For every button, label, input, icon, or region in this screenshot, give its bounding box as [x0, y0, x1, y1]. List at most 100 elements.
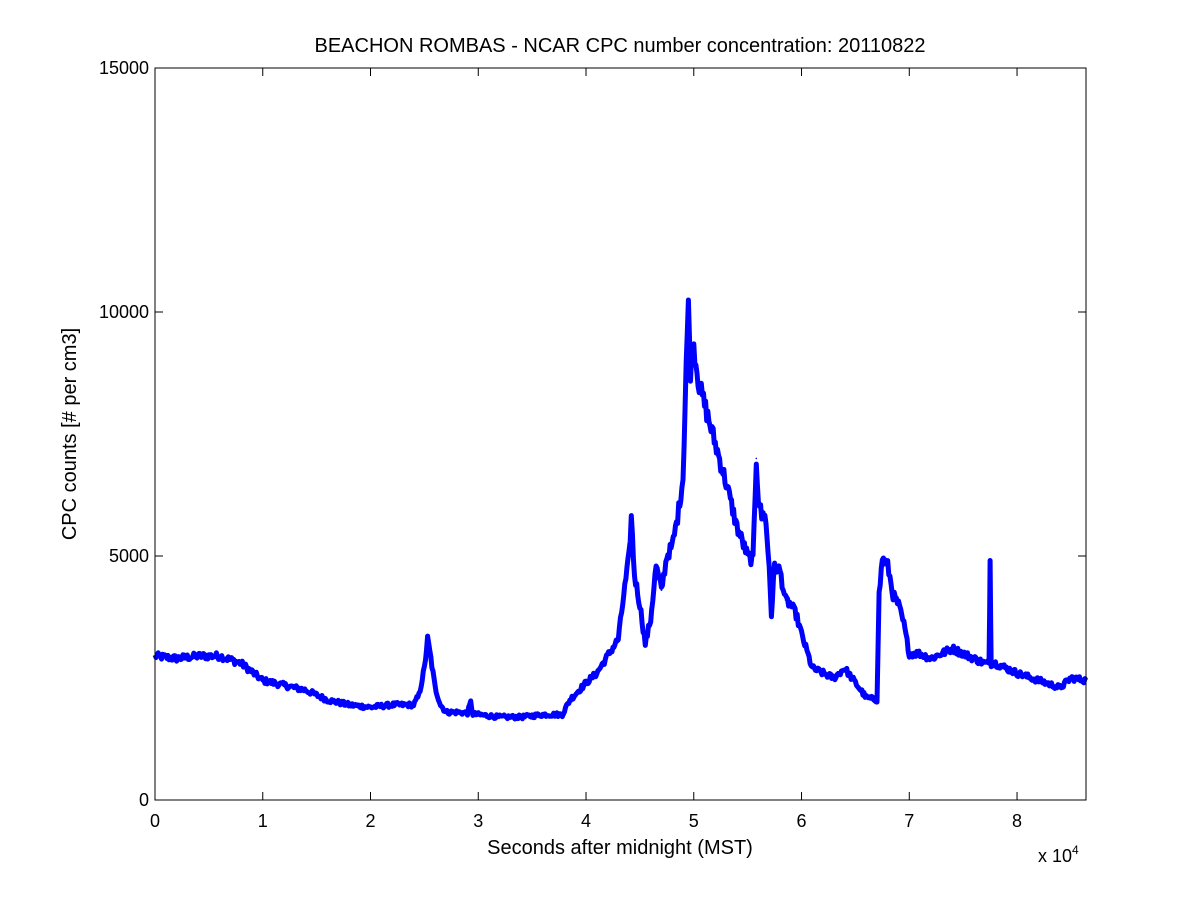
data-point — [261, 679, 264, 682]
x-axis-ticks: 0 1 2 3 4 5 6 7 8 — [150, 68, 1022, 831]
data-point — [283, 684, 286, 687]
data-point — [746, 555, 749, 557]
data-point — [628, 555, 630, 557]
data-point — [175, 657, 178, 660]
data-point — [714, 442, 717, 445]
data-point — [472, 713, 474, 715]
data-point — [768, 564, 771, 567]
x-tick-label: 1 — [258, 811, 268, 831]
x-tick-label: 4 — [581, 811, 591, 831]
data-point — [423, 667, 426, 670]
data-point — [639, 604, 641, 606]
data-point — [1037, 679, 1040, 682]
y-tick-label: 5000 — [109, 546, 149, 566]
data-point — [770, 613, 773, 616]
data-point — [692, 345, 695, 347]
data-point — [988, 662, 990, 665]
data-point — [666, 555, 668, 557]
data-point — [644, 643, 647, 645]
data-point — [876, 699, 878, 701]
data-point — [671, 545, 674, 548]
data-point — [736, 525, 738, 528]
data-point — [689, 369, 692, 372]
x-tick-label: 6 — [797, 811, 807, 831]
data-point — [757, 496, 760, 499]
data-point — [795, 613, 797, 616]
x-tick-label: 2 — [366, 811, 376, 831]
data-point — [499, 716, 501, 718]
data-point — [773, 564, 776, 567]
data-point — [561, 713, 564, 716]
data-point — [542, 713, 544, 716]
chart-title: BEACHON ROMBAS - NCAR CPC number concent… — [315, 35, 926, 57]
data-point — [951, 647, 954, 650]
data-point — [698, 384, 700, 387]
data-point — [919, 652, 921, 655]
data-point — [348, 704, 350, 706]
data-point — [760, 516, 763, 518]
data-point — [752, 560, 754, 562]
data-point — [606, 655, 609, 657]
data-point — [903, 623, 905, 626]
data-point — [833, 677, 835, 679]
data-point — [466, 712, 469, 714]
data-point — [878, 594, 880, 596]
data-point — [983, 662, 986, 665]
data-point — [430, 657, 432, 660]
data-point — [800, 633, 803, 635]
data-point — [930, 657, 932, 660]
data-point — [682, 477, 684, 479]
y-axis-ticks: 0 5000 10000 15000 — [99, 58, 1086, 810]
x-tick-label: 7 — [904, 811, 914, 831]
x-axis-multiplier-base: x 10 — [1038, 846, 1072, 866]
x-tick-label: 8 — [1012, 811, 1022, 831]
data-point — [660, 589, 663, 591]
data-point — [649, 618, 652, 621]
x-axis-label: Seconds after midnight (MST) — [487, 837, 753, 859]
x-axis-multiplier-exponent: 4 — [1072, 843, 1079, 857]
data-point — [595, 672, 598, 674]
data-point — [520, 716, 523, 718]
data-point — [994, 662, 997, 665]
data-point — [630, 516, 633, 518]
data-point — [685, 360, 688, 362]
data-point — [391, 704, 393, 706]
data-point — [703, 403, 706, 406]
data-point — [240, 662, 243, 665]
data-point — [687, 306, 690, 308]
data-point — [1070, 677, 1072, 679]
data-point — [897, 604, 900, 606]
series-line — [152, 297, 1089, 722]
data-point — [1059, 686, 1061, 689]
data-point — [369, 706, 372, 709]
y-axis-label: CPC counts [# per cm3] — [59, 328, 81, 540]
data-point — [218, 655, 221, 657]
data-point — [445, 711, 447, 713]
data-point — [426, 638, 429, 640]
y-tick-label: 15000 — [99, 58, 149, 78]
data-point — [779, 569, 781, 572]
data-point — [881, 557, 884, 560]
data-point — [655, 564, 657, 567]
x-tick-label: 3 — [473, 811, 483, 831]
y-tick-label: 10000 — [99, 302, 149, 322]
data-point — [789, 604, 792, 606]
data-point — [617, 638, 620, 640]
data-point — [439, 704, 442, 706]
x-tick-label: 0 — [150, 811, 160, 831]
data-point — [477, 713, 480, 716]
plot-frame — [154, 67, 1087, 801]
x-tick-label: 5 — [689, 811, 699, 831]
data-point — [990, 662, 992, 665]
y-tick-label: 0 — [139, 790, 149, 810]
data-point — [418, 694, 420, 696]
data-point — [843, 667, 846, 670]
data-point — [326, 699, 329, 701]
data-point — [908, 652, 911, 655]
data-point — [585, 682, 587, 684]
data-point — [197, 655, 199, 657]
data-point — [622, 594, 625, 596]
data-point — [725, 482, 727, 484]
data-point — [633, 574, 636, 577]
